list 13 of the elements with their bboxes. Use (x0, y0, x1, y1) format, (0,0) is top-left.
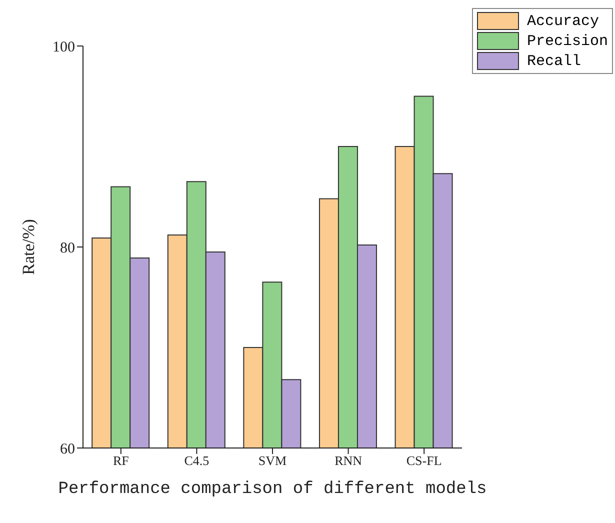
x-tick-label: CS-FL (406, 453, 442, 468)
x-tick-label: SVM (258, 453, 288, 468)
x-tick-label: RF (112, 453, 129, 468)
y-axis-title: Rate/%) (19, 219, 38, 275)
legend-label: Accuracy (526, 12, 599, 30)
y-tick-label: 100 (52, 39, 75, 56)
x-axis-title: Performance comparison of different models (58, 480, 487, 499)
x-tick-label: RNN (334, 453, 363, 468)
y-tick-label: 80 (60, 240, 75, 256)
legend-label: Precision (526, 32, 608, 50)
x-tick-label: C4.5 (184, 453, 210, 468)
legend-label: Recall (526, 52, 581, 70)
y-tick-label: 60 (60, 441, 75, 458)
